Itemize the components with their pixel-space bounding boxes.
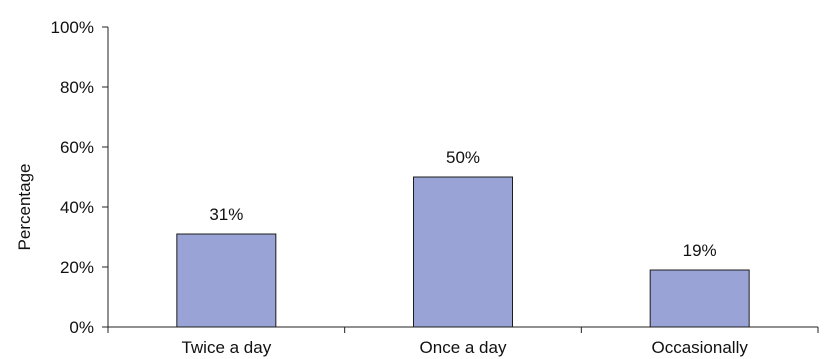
- x-tick-label: Once a day: [420, 338, 507, 357]
- x-axis: Twice a day Once a day Occasionally: [107, 326, 819, 357]
- y-tick-label: 100%: [51, 18, 94, 37]
- y-tick-label: 0%: [69, 318, 94, 337]
- data-labels: 31% 50% 19%: [209, 148, 716, 260]
- x-tick-label: Twice a day: [181, 338, 271, 357]
- y-axis: 0% 20% 40% 60% 80% 100%: [51, 18, 109, 337]
- bar: [413, 176, 513, 328]
- y-tick-label: 20%: [60, 258, 94, 277]
- data-label: 50%: [446, 148, 480, 167]
- y-tick-label: 60%: [60, 138, 94, 157]
- y-tick-label: 40%: [60, 198, 94, 217]
- bar: [649, 269, 750, 328]
- data-label: 31%: [209, 205, 243, 224]
- data-label: 19%: [683, 241, 717, 260]
- x-tick-label: Occasionally: [651, 338, 748, 357]
- y-axis-title: Percentage: [15, 164, 34, 251]
- bars: [176, 176, 750, 328]
- bar: [176, 233, 277, 328]
- y-tick-label: 80%: [60, 78, 94, 97]
